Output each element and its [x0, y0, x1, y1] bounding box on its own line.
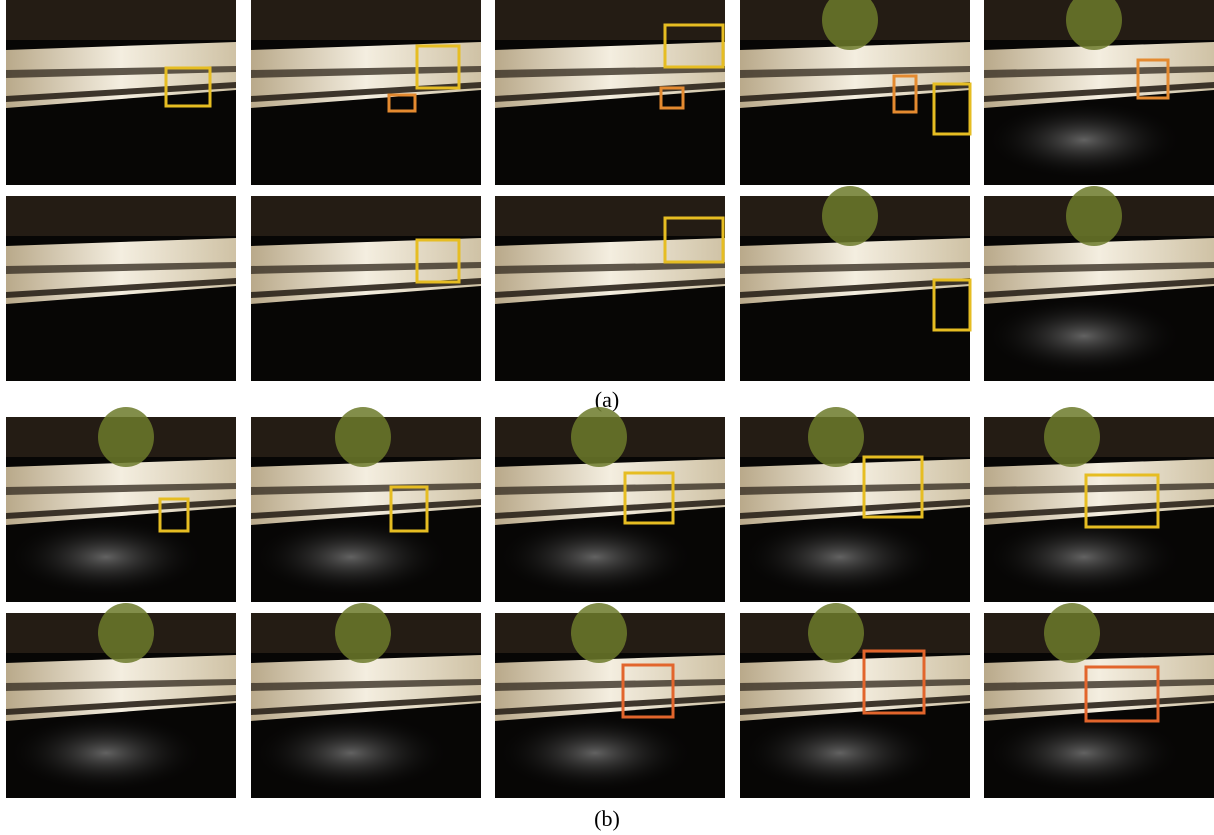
water-spray [495, 517, 695, 597]
fisherman [571, 603, 627, 663]
photo-panel [6, 407, 236, 602]
boat-top [251, 0, 481, 40]
fisherman [1044, 407, 1100, 467]
water-spray [6, 517, 206, 597]
fisherman [1044, 603, 1100, 663]
fisherman [335, 407, 391, 467]
photo-panel [6, 603, 236, 798]
photo-panel [495, 0, 725, 185]
fisherman [571, 407, 627, 467]
photo-panel [984, 603, 1214, 798]
photo-panel [740, 407, 970, 602]
caption-b: (b) [594, 806, 620, 831]
boat-top [495, 196, 725, 236]
water-spray [495, 713, 695, 793]
photo-panel [984, 407, 1214, 602]
photo-panel [495, 407, 725, 602]
fisherman [98, 407, 154, 467]
fisherman [335, 603, 391, 663]
water-spray [984, 100, 1184, 180]
water-spray [984, 517, 1184, 597]
water-spray [984, 296, 1184, 376]
water-spray [251, 713, 451, 793]
photo-panel [6, 196, 236, 381]
fisherman [808, 407, 864, 467]
water-spray [740, 517, 940, 597]
photo-panel [495, 196, 725, 381]
fisherman [808, 603, 864, 663]
photo-panel [740, 603, 970, 798]
figure: (a) (b) [0, 0, 1214, 835]
boat-top [495, 0, 725, 40]
photo-panel [6, 0, 236, 185]
fisherman [98, 603, 154, 663]
photo-panel [251, 0, 481, 185]
photo-panel [984, 186, 1214, 381]
photo-panel [984, 0, 1214, 185]
photo-panel [740, 0, 970, 185]
page: (a) (b) (() => { const data = JSON.parse… [0, 0, 1214, 835]
boat-top [6, 196, 236, 236]
fisherman [1066, 186, 1122, 246]
water-spray [251, 517, 451, 597]
photo-panel [495, 603, 725, 798]
photo-panel [251, 407, 481, 602]
water-spray [6, 713, 206, 793]
fisherman [822, 186, 878, 246]
boat-top [251, 196, 481, 236]
photo-panel [251, 196, 481, 381]
water-spray [740, 713, 940, 793]
photo-panel [740, 186, 970, 381]
boat-top [6, 0, 236, 40]
water-spray [984, 713, 1184, 793]
photo-panel [251, 603, 481, 798]
